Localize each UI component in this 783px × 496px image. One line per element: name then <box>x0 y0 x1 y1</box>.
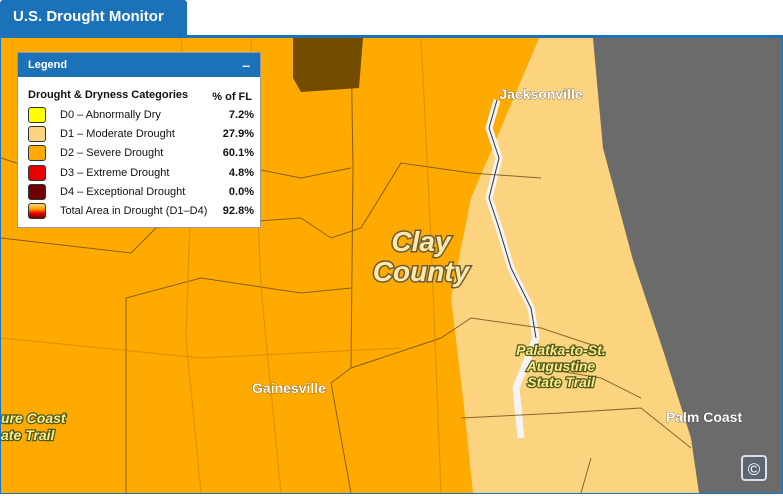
legend-toggle[interactable]: – <box>242 57 250 73</box>
legend-row: D0 – Abnormally Dry 7.2% <box>28 107 254 126</box>
legend-percent: 60.1% <box>222 147 254 160</box>
legend-percent: 0.0% <box>228 185 254 198</box>
legend-swatch <box>28 145 46 162</box>
legend-label: D0 – Abnormally Dry <box>60 109 161 121</box>
column-header: Drought & Dryness Categories <box>28 89 189 101</box>
trail-label: ure Coast <box>1 410 67 426</box>
legend-row: D1 – Moderate Drought 27.9% <box>28 126 254 145</box>
legend-label: D1 – Moderate Drought <box>60 128 175 141</box>
legend-row: D4 – Exceptional Drought 0.0% <box>28 183 254 203</box>
legend-swatch <box>28 126 46 143</box>
river-edge <box>488 99 537 339</box>
trail-label: ate Trail <box>1 427 56 443</box>
trail-label: Augustine <box>526 358 596 374</box>
legend-row: D3 – Extreme Drought 4.8% <box>28 164 254 184</box>
copyright-button[interactable]: © <box>741 455 767 481</box>
legend-percent: 92.8% <box>222 205 254 217</box>
d1-area <box>451 38 699 493</box>
city-label: Gainesville <box>252 380 326 396</box>
trail-label: State Trail <box>527 374 596 390</box>
legend-row: Total Area in Drought (D1–D4) 92.8% <box>28 203 254 222</box>
legend-swatch <box>28 164 46 181</box>
legend-swatch <box>28 183 46 200</box>
legend-header: Legend – <box>18 53 260 77</box>
legend: Legend – Drought & Dryness Categories % … <box>17 52 261 228</box>
city-label: Palm Coast <box>666 409 743 425</box>
legend-percent: 27.9% <box>222 128 254 141</box>
legend-percent: 7.2% <box>228 109 254 121</box>
county-label: Clay <box>391 226 452 257</box>
legend-title: Legend <box>28 59 68 71</box>
legend-label: D3 – Extreme Drought <box>60 166 170 179</box>
legend-row: D2 – Severe Drought 60.1% <box>28 145 254 164</box>
ocean <box>593 38 782 493</box>
tab-underline <box>0 35 783 38</box>
legend-swatch <box>28 203 46 219</box>
legend-label: D4 – Exceptional Drought <box>60 185 186 198</box>
legend-label: D2 – Severe Drought <box>60 147 164 160</box>
county-label: County <box>373 256 471 287</box>
legend-swatch <box>28 107 46 123</box>
column-header: % of FL <box>212 91 252 103</box>
legend-percent: 4.8% <box>228 166 254 179</box>
city-label: Jacksonville <box>499 86 582 102</box>
d4-patch <box>293 38 363 92</box>
county-lines <box>1 38 692 493</box>
legend-label: Total Area in Drought (D1–D4) <box>60 205 208 217</box>
trail-label: Palatka-to-St. <box>516 342 605 358</box>
tab-title[interactable]: U.S. Drought Monitor <box>0 0 187 36</box>
legend-columns: Drought & Dryness Categories % of FL <box>18 77 260 103</box>
